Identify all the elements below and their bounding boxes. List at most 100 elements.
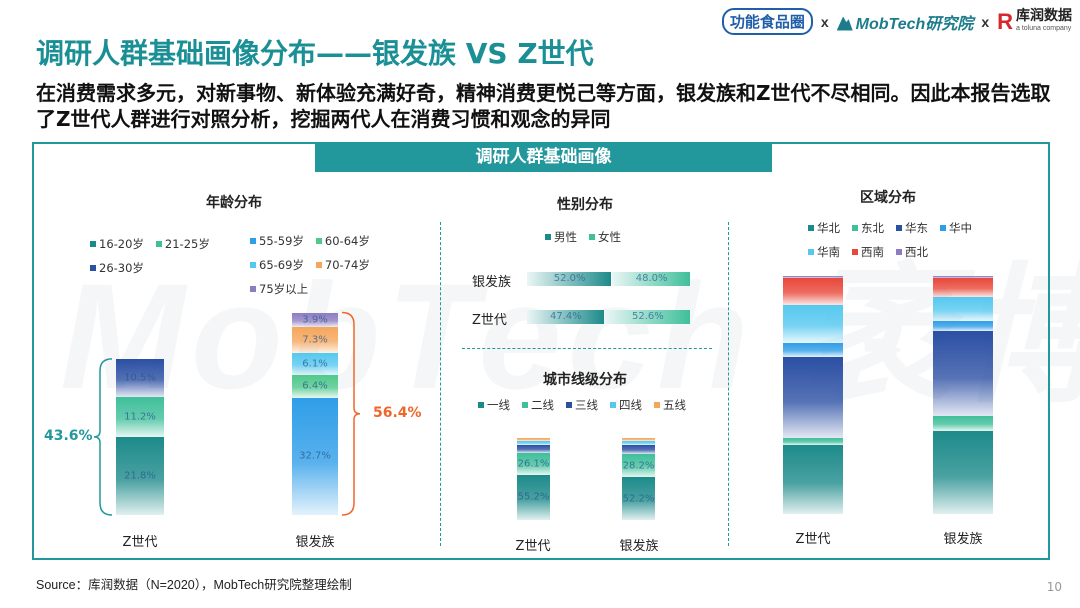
region-bar-segment	[783, 276, 843, 279]
mobtech-logo: MobTech研究院	[836, 10, 974, 34]
data-label: 6.1%	[302, 358, 328, 370]
legend-item: 16-20岁	[90, 236, 144, 252]
legend-item: 三线	[566, 397, 598, 413]
legend-swatch	[808, 225, 814, 231]
data-label: 55.2%	[517, 491, 550, 503]
region-bar-segment	[783, 304, 843, 343]
age-bar-silver-segment	[292, 352, 338, 375]
tier-bar-segment	[517, 474, 550, 520]
legend-item: 55-59岁	[250, 233, 304, 249]
data-label: 11.2%	[124, 411, 156, 423]
tier-bar-segment	[517, 453, 550, 475]
tier-bar-segment	[622, 445, 655, 455]
data-label: 26.1%	[517, 458, 550, 470]
kurun-logo-sub: a toluna company	[1016, 24, 1072, 32]
legend-label: 16-20岁	[99, 237, 144, 251]
legend-item: 五线	[654, 397, 686, 413]
legend-swatch	[610, 402, 616, 408]
kurun-r-icon: R	[997, 8, 1013, 34]
region-bar-segment	[783, 444, 843, 514]
page-subtitle: 在消费需求多元，对新事物、新体验充满好奇，精神消费更悦己等方面，银发族和Z世代不…	[36, 81, 1051, 131]
legend-label: 三线	[575, 398, 598, 412]
region-bar-segment	[933, 297, 993, 322]
legend-label: 东北	[861, 221, 884, 235]
age-bar-silver-segment	[292, 312, 338, 327]
age-bar-zgen-segment	[116, 396, 164, 437]
data-label: 32.7%	[299, 450, 331, 462]
legend-swatch	[852, 249, 858, 255]
region-bar-segment	[933, 321, 993, 331]
legend-label: 男性	[554, 230, 577, 244]
legend-item: 华北	[808, 220, 840, 236]
region-bar-segment	[933, 330, 993, 417]
category-label: 银发族	[943, 532, 983, 547]
legend-label: 21-25岁	[164, 237, 210, 251]
legend-swatch	[589, 234, 595, 240]
category-label: 银发族	[619, 539, 659, 554]
legend-swatch	[808, 249, 814, 255]
age-bar-zgen-segment	[116, 358, 164, 397]
region-bar-segment	[933, 276, 993, 279]
legend-item: 65-69岁	[250, 257, 304, 273]
legend-swatch	[155, 241, 162, 247]
legend-item: 华东	[896, 220, 928, 236]
gender-bar-segment	[604, 310, 690, 324]
legend-item: 西南	[852, 244, 884, 260]
category-label: 银发族	[472, 275, 512, 290]
tier-bar-segment	[517, 445, 550, 454]
legend-label: 70-74岁	[324, 258, 370, 272]
legend-swatch	[90, 265, 96, 271]
category-label: Z世代	[515, 539, 551, 554]
data-label: 52.2%	[622, 493, 655, 505]
legend-label: 55-59岁	[259, 234, 304, 248]
region-bar-segment	[783, 437, 843, 445]
legend-item: 女性	[589, 229, 621, 245]
panel-title: 调研人群基础画像	[315, 142, 772, 172]
data-label: 6.4%	[302, 380, 328, 392]
legend-label: 西南	[861, 245, 884, 259]
legend-swatch	[250, 238, 256, 244]
legend-label: 华东	[905, 221, 928, 235]
legend-swatch	[896, 249, 902, 255]
section-divider	[462, 348, 712, 349]
tier-bar-segment	[517, 440, 550, 446]
legend-swatch	[545, 234, 551, 240]
header-logos: 功能食品圈 x MobTech研究院 x R 库润数据 a toluna compa…	[721, 8, 1072, 35]
legend-label: 五线	[663, 398, 686, 412]
source-note: Source：库润数据（N=2020），MobTech研究院整理绘制	[36, 578, 352, 592]
legend-label: 60-64岁	[324, 234, 370, 248]
age-legend-zgen: 16-20岁 21-25岁 26-30岁	[90, 236, 240, 276]
legend-label: 四线	[619, 398, 642, 412]
age-bar-zgen-segment	[116, 436, 164, 515]
legend-swatch	[250, 262, 256, 268]
legend-item: 75岁以上	[250, 281, 308, 297]
data-label: 7.3%	[302, 334, 328, 346]
data-label: 52.0%	[553, 273, 586, 284]
mountain-icon	[836, 16, 853, 31]
tier-legend: 一线 二线 三线 四线 五线	[478, 397, 728, 413]
mobtech-logo-text: MobTech研究院	[855, 15, 974, 33]
legend-item: 21-25岁	[155, 236, 210, 252]
legend-label: 26-30岁	[99, 261, 144, 275]
region-legend: 华北 东北 华东 华中 华南 西南 西北	[808, 220, 988, 260]
region-bar-segment	[933, 416, 993, 431]
tier-bar-segment	[622, 477, 655, 520]
legend-swatch	[852, 225, 858, 231]
zgen-total-label: 43.6%	[44, 427, 93, 444]
data-label: 10.5%	[124, 372, 156, 384]
data-label: 48.0%	[635, 273, 668, 284]
data-label: 3.9%	[302, 314, 328, 326]
data-label: 28.2%	[622, 460, 655, 472]
legend-item: 华中	[940, 220, 972, 236]
legend-item: 东北	[852, 220, 884, 236]
legend-swatch	[478, 402, 484, 408]
region-bar-segment	[783, 278, 843, 305]
tier-bar-segment	[622, 440, 655, 446]
age-bar-silver-segment	[292, 397, 338, 515]
data-label: 47.4%	[549, 311, 582, 322]
legend-item: 70-74岁	[315, 257, 370, 273]
legend-label: 华北	[817, 221, 840, 235]
gongneng-logo: 功能食品圈	[721, 8, 813, 35]
silver-total-label: 56.4%	[373, 404, 422, 421]
page-title: 调研人群基础画像分布——银发族 VS Z世代	[36, 37, 594, 70]
